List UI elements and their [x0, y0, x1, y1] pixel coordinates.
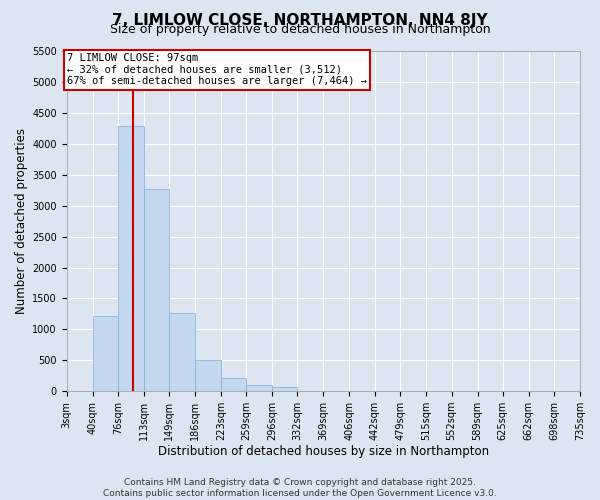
Bar — [246, 385, 272, 391]
Bar — [272, 388, 298, 391]
Y-axis label: Number of detached properties: Number of detached properties — [15, 128, 28, 314]
Bar — [118, 126, 144, 391]
Bar — [92, 316, 118, 391]
X-axis label: Distribution of detached houses by size in Northampton: Distribution of detached houses by size … — [158, 444, 489, 458]
Text: 7 LIMLOW CLOSE: 97sqm
← 32% of detached houses are smaller (3,512)
67% of semi-d: 7 LIMLOW CLOSE: 97sqm ← 32% of detached … — [67, 53, 367, 86]
Bar — [195, 360, 221, 391]
Text: 7, LIMLOW CLOSE, NORTHAMPTON, NN4 8JY: 7, LIMLOW CLOSE, NORTHAMPTON, NN4 8JY — [112, 12, 488, 28]
Text: Contains HM Land Registry data © Crown copyright and database right 2025.
Contai: Contains HM Land Registry data © Crown c… — [103, 478, 497, 498]
Text: Size of property relative to detached houses in Northampton: Size of property relative to detached ho… — [110, 22, 490, 36]
Bar — [221, 378, 246, 391]
Bar — [169, 314, 195, 391]
Bar — [144, 188, 169, 391]
